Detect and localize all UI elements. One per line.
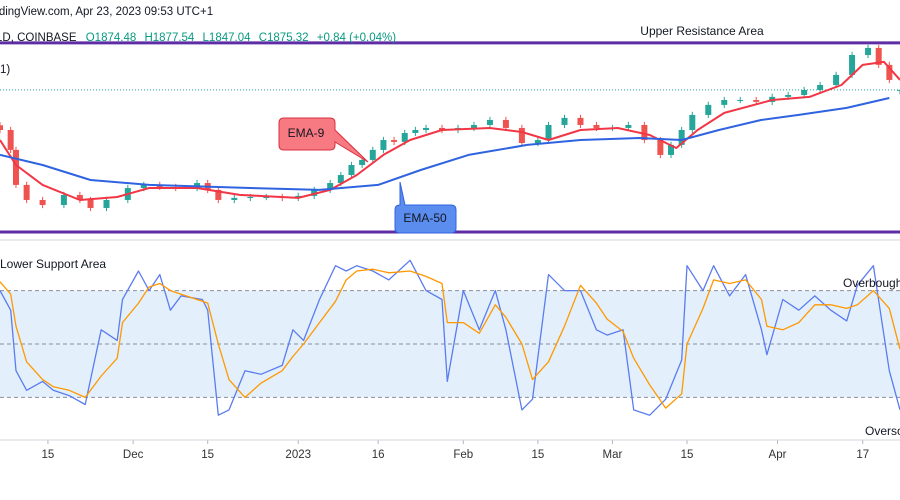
candle-body [76, 194, 83, 200]
candle-body [577, 117, 584, 125]
candle-body [369, 149, 376, 160]
x-tick-label: 17 [856, 449, 869, 461]
ema9-callout [278, 117, 369, 163]
candle-body [12, 149, 19, 185]
symbol-legend: 1D, COINBASE O1874.48 H1877.54 L1847.04 … [0, 32, 396, 44]
ema-line [0, 97, 890, 191]
x-tick-label: 2023 [285, 449, 311, 461]
x-tick-label: 15 [681, 449, 694, 461]
candle-body [39, 199, 46, 205]
ema50-callout-label: EMA-50 [403, 211, 447, 225]
symbol: 1D, COINBASE [0, 32, 77, 44]
candle-body [215, 189, 222, 200]
candle-body [401, 132, 408, 142]
candle-body [593, 124, 600, 128]
candle-body [657, 140, 664, 155]
resistance-label: Upper Resistance Area [640, 24, 764, 38]
candle-body [833, 74, 840, 85]
x-tick-label: Mar [603, 449, 623, 461]
candle-body [348, 164, 355, 176]
candle-body [753, 100, 760, 102]
candle-body [689, 114, 696, 130]
candle-body [561, 117, 568, 125]
candle-body [534, 140, 541, 144]
change-value: +0.84 (+0.04%) [317, 32, 396, 44]
support-label: Lower Support Area [0, 257, 106, 271]
candle-body [849, 54, 856, 75]
candle-body [865, 47, 872, 55]
indicator-legend: 1) [0, 64, 10, 76]
watermark: TradingView.com, Apr 23, 2023 09:53 UTC+… [0, 6, 213, 18]
stoch-line [0, 259, 900, 416]
candle-body [678, 129, 685, 145]
candle-body [103, 199, 110, 208]
stoch-line [0, 268, 900, 409]
marks-layer [0, 44, 900, 444]
candle-body [380, 140, 387, 150]
candle-body [247, 196, 254, 198]
candle-body [327, 183, 334, 190]
candle-body [502, 119, 509, 128]
open-value: O1874.48 [86, 32, 137, 44]
candle-body [785, 95, 792, 97]
candle-body [545, 124, 552, 141]
candle-body [87, 199, 94, 208]
candle-body [721, 100, 728, 105]
ema-line [0, 60, 900, 201]
candle-body [625, 124, 632, 128]
x-tick-label: 15 [42, 449, 55, 461]
back-layer [0, 41, 900, 398]
candle-body [886, 64, 893, 80]
candle-body [486, 119, 493, 125]
candle-body [439, 127, 446, 130]
candle-body [391, 140, 398, 142]
candle-body [412, 129, 419, 133]
close-value: C1875.32 [259, 32, 309, 44]
x-tick-label: Dec [123, 449, 144, 461]
candle-body [423, 127, 430, 130]
candle-body [7, 129, 14, 150]
candle-body [231, 197, 238, 200]
x-tick-label: 15 [201, 449, 214, 461]
x-tick-label: Feb [453, 449, 473, 461]
x-tick-label: 16 [372, 449, 385, 461]
candle-body [641, 124, 648, 141]
candle-body [897, 89, 900, 91]
candle-body [23, 184, 30, 200]
candle-body [801, 89, 808, 96]
candle-body [60, 194, 67, 205]
ema9-callout-label: EMA-9 [288, 126, 325, 140]
candle-body [875, 47, 882, 65]
x-tick-label: 15 [531, 449, 544, 461]
candle-body [359, 159, 366, 165]
low-value: L1847.04 [203, 32, 252, 44]
candle-body [470, 124, 477, 128]
candle-body [140, 184, 147, 189]
candle-body [817, 84, 824, 90]
candle-body [737, 100, 744, 102]
x-tick-label: Apr [769, 449, 787, 461]
candle-body [337, 175, 344, 184]
high-value: H1877.54 [144, 32, 194, 44]
ema50-callout [394, 181, 457, 234]
candle-body [705, 104, 712, 115]
candle-body [263, 196, 270, 198]
candle-body [0, 125, 3, 130]
candle-body [668, 144, 675, 155]
overbought-label: Overbought [843, 276, 900, 290]
oversold-label: Oversold [865, 424, 900, 438]
candle-body [518, 127, 525, 144]
